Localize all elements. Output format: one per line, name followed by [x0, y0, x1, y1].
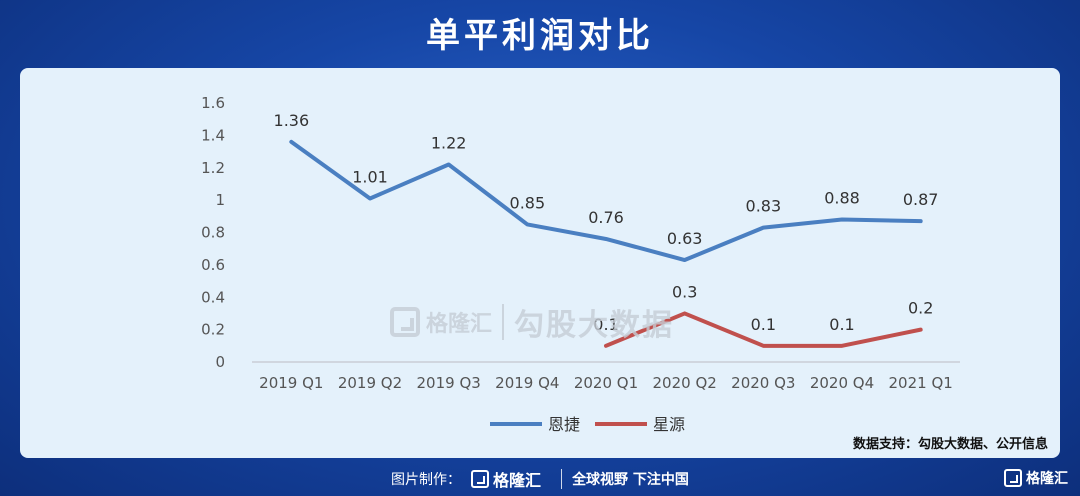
y-tick-label: 0.4: [201, 288, 225, 306]
legend-label-enjie: 恩捷: [548, 415, 580, 434]
line-chart: 0 0.2 0.4 0.6 0.8 1 1.2 1.4 1.6 2019 Q1 2019 Q2 201…: [201, 94, 960, 434]
data-label: 0.85: [510, 193, 546, 212]
x-tick-label: 2019 Q4: [495, 374, 559, 392]
watermark-brand: 格隆汇: [426, 312, 493, 337]
brand-logo-icon: [471, 470, 490, 488]
data-label: 0.1: [829, 315, 854, 334]
footer-divider: [561, 469, 563, 489]
footer: 图片制作： 格隆汇 全球视野 下注中国: [0, 462, 1080, 496]
x-tick-label: 2020 Q4: [810, 374, 874, 392]
y-tick-label: 0: [215, 353, 225, 371]
footer-slogan: 全球视野 下注中国: [572, 472, 689, 488]
data-label: 1.22: [431, 134, 467, 153]
x-tick-label: 2021 Q1: [889, 374, 953, 392]
data-label: 0.2: [908, 299, 933, 318]
data-label: 0.76: [588, 208, 624, 227]
corner-brand: 格隆汇: [1004, 468, 1068, 488]
data-label: 1.36: [274, 111, 310, 130]
watermark: 格隆汇 勾股大数据: [390, 300, 674, 344]
corner-logo-icon: [1004, 469, 1022, 487]
data-label: 0.63: [667, 229, 703, 248]
footer-brand: 格隆汇: [493, 471, 542, 490]
x-tick-label: 2019 Q2: [338, 374, 402, 392]
data-label: 0.87: [903, 190, 939, 209]
watermark-logo-icon: [390, 307, 420, 337]
y-tick-label: 0.8: [201, 224, 225, 242]
series-line-enjie: [289, 139, 923, 263]
y-tick-label: 0.6: [201, 256, 225, 274]
data-label: 0.3: [672, 282, 697, 301]
x-tick-label: 2020 Q3: [731, 374, 795, 392]
data-label: 0.88: [824, 189, 860, 208]
data-source: 数据支持：勾股大数据、公开信息: [852, 437, 1048, 452]
x-tick-label: 2020 Q2: [653, 374, 717, 392]
x-tick-label: 2020 Q1: [574, 374, 638, 392]
footer-credit: 图片制作：: [391, 472, 462, 488]
y-tick-label: 1.4: [201, 126, 225, 144]
watermark-divider: [502, 304, 505, 340]
data-label: 0.1: [593, 315, 618, 334]
page-title: 单平利润对比: [426, 16, 654, 56]
y-tick-label: 0.2: [201, 321, 225, 339]
y-tick-label: 1: [215, 191, 225, 209]
data-label: 0.1: [751, 315, 776, 334]
legend-label-xingyuan: 星源: [653, 415, 685, 434]
y-tick-label: 1.6: [201, 94, 225, 112]
data-label: 0.83: [746, 197, 782, 216]
y-tick-label: 1.2: [201, 159, 225, 177]
corner-brand-label: 格隆汇: [1026, 471, 1068, 487]
chart-card: 0 0.2 0.4 0.6 0.8 1 1.2 1.4 1.6 2019 Q1 2019 Q2 201…: [20, 68, 1060, 458]
x-tick-label: 2019 Q1: [259, 374, 323, 392]
series-line-xingyuan: [604, 311, 923, 348]
watermark-product: 勾股大数据: [514, 308, 675, 343]
data-label: 1.01: [352, 168, 388, 187]
x-tick-label: 2019 Q3: [417, 374, 481, 392]
